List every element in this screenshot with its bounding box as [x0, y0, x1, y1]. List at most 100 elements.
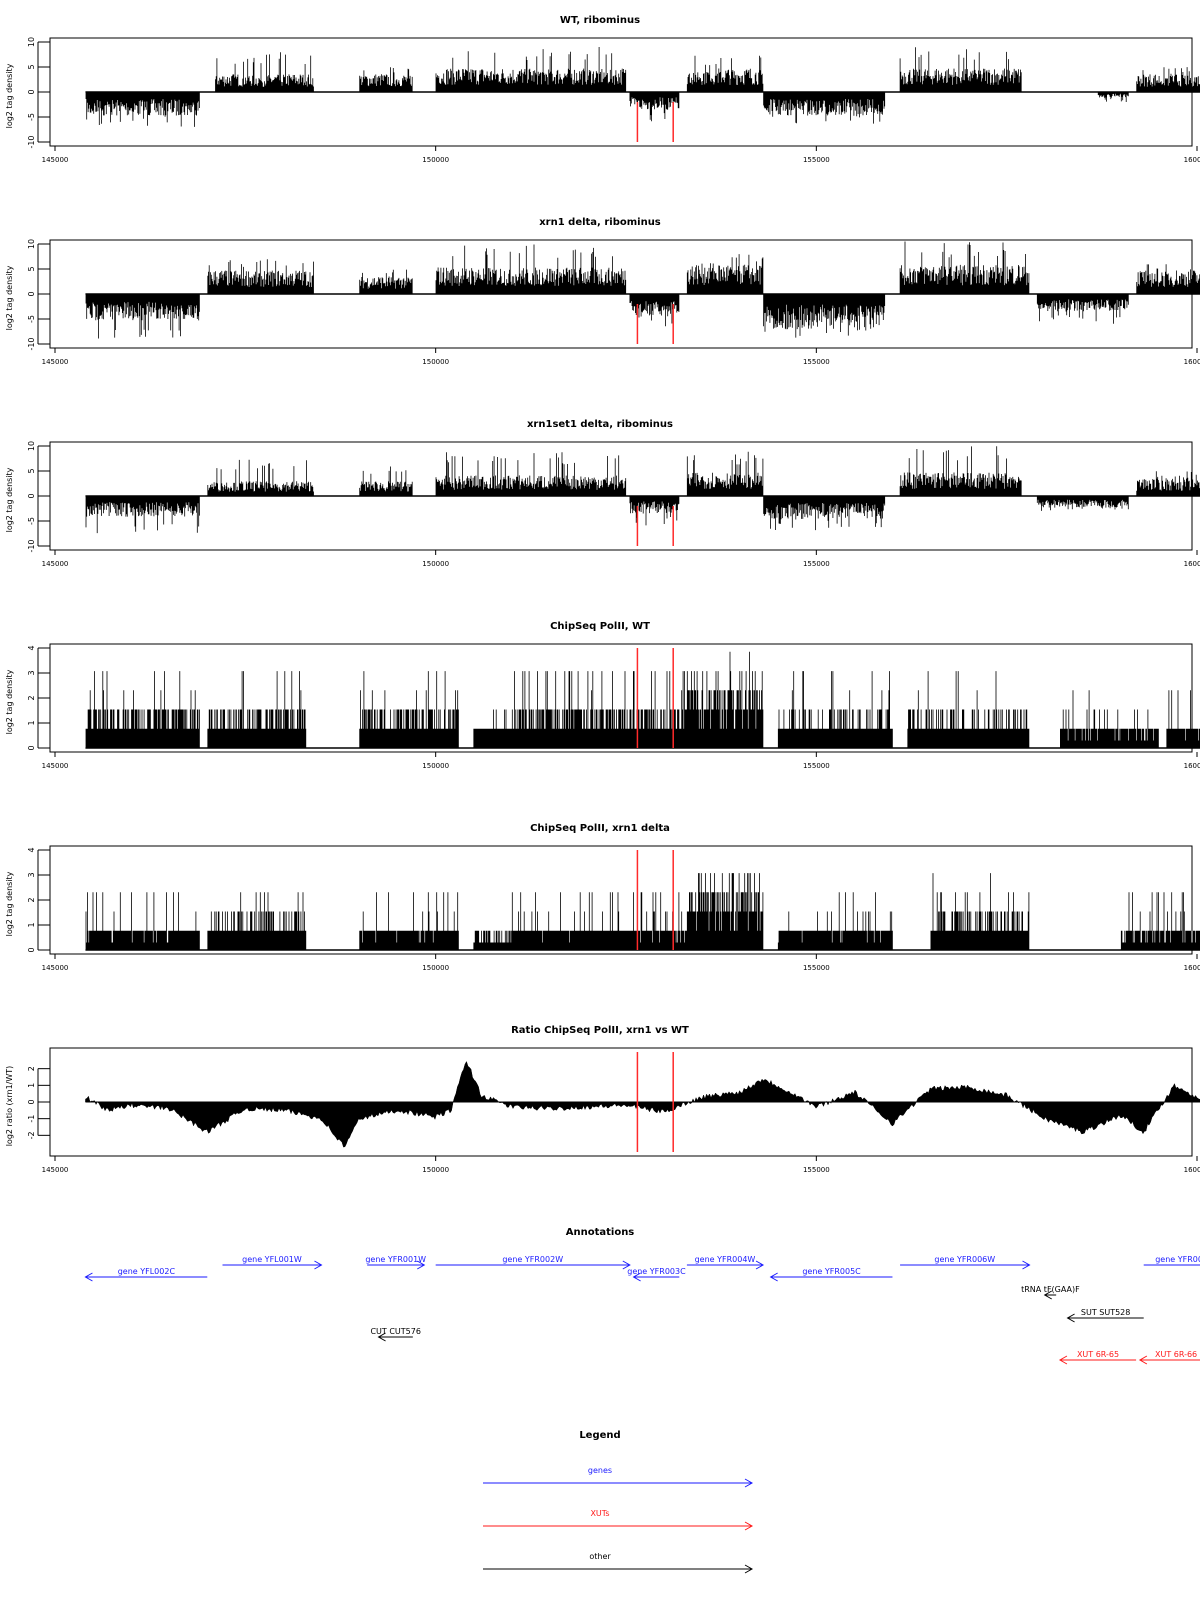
arrowhead-icon: [1043, 1290, 1052, 1300]
y-axis-label: log2 tag density: [5, 871, 14, 936]
panel-title: ChipSeq PolII, WT: [550, 621, 650, 632]
y-tick-label: 3: [27, 872, 36, 877]
annotation-feature: CUT CUT576: [370, 1327, 421, 1342]
arrowhead-icon: [377, 1332, 386, 1342]
feature-label: XUT 6R-66: [1155, 1350, 1197, 1359]
legend-title: Legend: [579, 1430, 620, 1441]
feature-label: SUT SUT528: [1081, 1308, 1130, 1317]
y-tick-label: -10: [27, 135, 36, 148]
arrowhead-icon: [632, 1272, 641, 1282]
annotations-section: Annotations: [566, 1227, 635, 1238]
y-tick-label: 4: [27, 645, 36, 650]
feature-label: tRNA tF(GAA)F: [1021, 1285, 1080, 1294]
annotation-feature: XUT 6R-65: [1058, 1350, 1137, 1365]
panel-xrn1-ribominus: xrn1 delta, ribominus log2 tag density: [5, 217, 661, 330]
legend-item-other: [483, 1564, 754, 1574]
plot-chip_xrn1: 0 1 2 3 4 145000 150000 155000 160000: [27, 845, 1200, 972]
x-tick-label: 155000: [803, 560, 830, 568]
y-tick-label: 10: [27, 441, 36, 451]
signal-bars: [85, 873, 1200, 950]
feature-label: gene YFR006W: [934, 1255, 995, 1264]
x-tick-label: 150000: [422, 156, 449, 164]
feature-label: gene YFL001W: [242, 1255, 302, 1264]
y-tick-label: 1: [27, 922, 36, 927]
x-tick-label: 160000: [1184, 156, 1200, 164]
ratio-area: [85, 1060, 1200, 1148]
annotation-feature: gene YFR006W: [900, 1255, 1031, 1270]
feature-label: XUT 6R-65: [1077, 1350, 1119, 1359]
y-tick-label: 1: [27, 720, 36, 725]
y-tick-label: -10: [27, 337, 36, 350]
y-tick-label: -2: [27, 1131, 36, 1139]
annotation-feature: tRNA tF(GAA)F: [1021, 1285, 1080, 1300]
y-axis-label: log2 tag density: [5, 467, 14, 532]
panel-chipseq-xrn1: ChipSeq PolII, xrn1 delta log2 tag densi…: [5, 823, 670, 936]
y-tick-label: -5: [27, 315, 36, 323]
feature-label: gene YFL002C: [118, 1267, 176, 1276]
plot-xrn1set1_ribominus: -10 -5 0 5 10 145000 150000 155000 160000: [27, 441, 1200, 568]
arrowhead-icon: [314, 1260, 323, 1270]
annotation-feature: gene YFR002W: [435, 1255, 631, 1270]
arrowhead-icon: [1138, 1355, 1148, 1365]
x-tick-label: 160000: [1184, 762, 1200, 770]
arrowhead-icon: [1022, 1260, 1031, 1270]
annotation-feature: XUT 6R-66: [1138, 1350, 1200, 1365]
x-tick-label: 145000: [42, 762, 69, 770]
annotation-feature: gene YFL002C: [84, 1267, 208, 1282]
arrowhead-icon: [744, 1478, 754, 1488]
y-axis-label: log2 tag density: [5, 265, 14, 330]
y-tick-label: -1: [27, 1115, 36, 1123]
arrowhead-icon: [769, 1272, 778, 1282]
x-tick-label: 160000: [1184, 1166, 1200, 1174]
panel-chipseq-wt: ChipSeq PolII, WT log2 tag density: [5, 621, 650, 734]
legend-label-genes: genes: [588, 1466, 612, 1475]
x-tick-label: 150000: [422, 358, 449, 366]
y-tick-label: 0: [27, 89, 36, 94]
x-tick-label: 160000: [1184, 358, 1200, 366]
feature-label: gene YFR003C: [627, 1267, 686, 1276]
feature-label: gene YFR005C: [802, 1267, 861, 1276]
x-tick-label: 150000: [422, 762, 449, 770]
y-axis-label: log2 tag density: [5, 669, 14, 734]
y-tick-label: 5: [27, 64, 36, 69]
x-tick-label: 155000: [803, 762, 830, 770]
feature-label: gene YFR002W: [502, 1255, 563, 1264]
y-axis-label: log2 ratio (xrn1/WT): [5, 1066, 14, 1147]
annotation-feature: gene YFR001W: [365, 1255, 426, 1270]
panel-title: ChipSeq PolII, xrn1 delta: [530, 823, 670, 834]
plot-ratio: -2 -1 0 1 2 145000 150000 155000 160000: [27, 1047, 1200, 1174]
x-tick-label: 150000: [422, 1166, 449, 1174]
panel-title: xrn1 delta, ribominus: [539, 217, 661, 228]
arrowhead-icon: [84, 1272, 93, 1282]
feature-label: gene YFR001W: [365, 1255, 426, 1264]
y-tick-label: 4: [27, 847, 36, 852]
legend-label-other: other: [589, 1552, 611, 1561]
y-tick-label: 2: [27, 1066, 36, 1071]
y-tick-label: 0: [27, 745, 36, 750]
arrowhead-icon: [755, 1260, 765, 1270]
x-tick-label: 155000: [803, 1166, 830, 1174]
y-tick-label: 3: [27, 670, 36, 675]
legend-item-gene: [483, 1478, 754, 1488]
signal-bars: [85, 446, 1200, 534]
panel-title: xrn1set1 delta, ribominus: [527, 419, 673, 430]
x-tick-label: 145000: [42, 1166, 69, 1174]
x-tick-label: 145000: [42, 358, 69, 366]
panel-ratio: Ratio ChipSeq PolII, xrn1 vs WT log2 rat…: [5, 1025, 689, 1146]
annotation-tracks: gene YFL002C gene YFL001W gene YFR001W gene…: [84, 1255, 1200, 1365]
plot-xrn1_ribominus: -10 -5 0 5 10 145000 150000 155000 160000: [27, 239, 1200, 366]
y-tick-label: -5: [27, 113, 36, 121]
feature-label: gene YFR004W: [695, 1255, 756, 1264]
y-tick-label: -10: [27, 539, 36, 552]
arrowhead-icon: [622, 1260, 631, 1270]
annotation-feature: gene YFR004W: [686, 1255, 765, 1270]
annotations-title: Annotations: [566, 1227, 635, 1238]
annotation-feature: SUT SUT528: [1066, 1308, 1144, 1323]
x-tick-label: 145000: [42, 964, 69, 972]
arrowhead-icon: [1066, 1313, 1075, 1323]
y-tick-label: 1: [27, 1083, 36, 1088]
y-tick-label: -5: [27, 517, 36, 525]
y-tick-label: 0: [27, 947, 36, 952]
panel-title: Ratio ChipSeq PolII, xrn1 vs WT: [511, 1025, 689, 1036]
feature-label: gene YFR007W: [1155, 1255, 1200, 1264]
